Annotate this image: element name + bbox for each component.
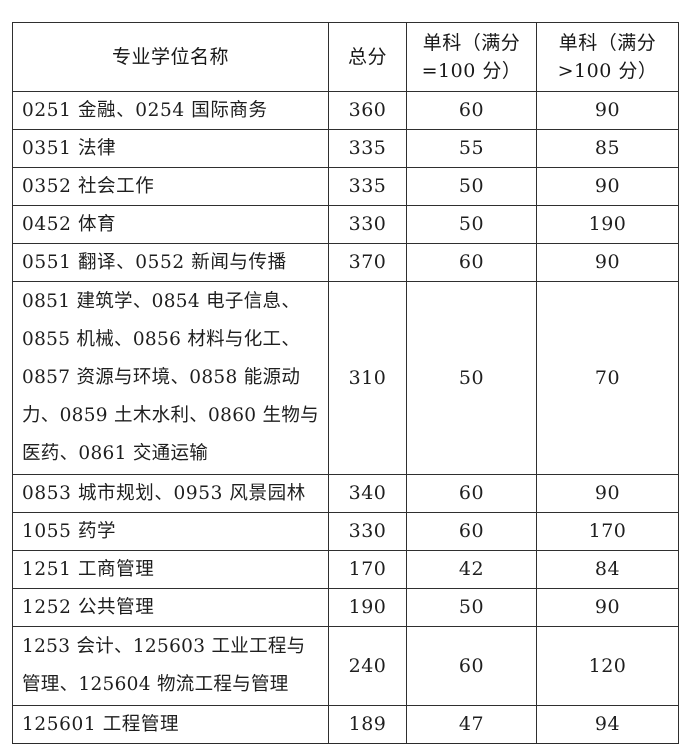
column-header-single-gt100-line2: >100 分） bbox=[557, 60, 658, 82]
cell-single-gt100: 85 bbox=[536, 129, 679, 168]
cell-single-eq100: 55 bbox=[406, 129, 537, 168]
cell-single-eq100: 60 bbox=[406, 243, 537, 282]
column-header-single-gt100: 单科（满分 >100 分） bbox=[536, 22, 679, 92]
cell-single-eq100: 60 bbox=[406, 626, 537, 706]
cell-single-eq100: 42 bbox=[406, 550, 537, 589]
table-row: 125601 工程管理 189 47 94 bbox=[12, 705, 679, 744]
cell-major-name-line: 管理、125604 物流工程与管理 bbox=[22, 674, 289, 695]
cell-single-gt100: 170 bbox=[536, 512, 679, 551]
cell-major-name-line: 1253 会计、125603 工业工程与 bbox=[22, 636, 306, 657]
cell-single-eq100: 47 bbox=[406, 705, 537, 744]
cell-major-name: 0851 建筑学、0854 电子信息、 0855 机械、0856 材料与化工、 08… bbox=[12, 281, 329, 475]
cell-single-gt100: 90 bbox=[536, 167, 679, 206]
cell-single-eq100: 50 bbox=[406, 205, 537, 244]
cell-total-score: 340 bbox=[328, 474, 407, 513]
column-header-single-eq100-line1: 单科（满分 bbox=[422, 32, 521, 54]
cell-total-score: 330 bbox=[328, 512, 407, 551]
cell-single-gt100: 90 bbox=[536, 588, 679, 627]
cell-single-gt100: 120 bbox=[536, 626, 679, 706]
cell-major-name: 1055 药学 bbox=[12, 512, 329, 551]
cell-single-gt100: 94 bbox=[536, 705, 679, 744]
cell-major-name-line: 0855 机械、0856 材料与化工、 bbox=[22, 329, 301, 350]
cell-major-name: 0351 法律 bbox=[12, 129, 329, 168]
column-header-single-eq100-line2: =100 分） bbox=[421, 60, 522, 82]
cell-major-name: 0853 城市规划、0953 风景园林 bbox=[12, 474, 329, 513]
table-row: 1055 药学 330 60 170 bbox=[12, 512, 679, 551]
cell-major-name-line: 力、0859 土木水利、0860 生物与 bbox=[22, 405, 319, 426]
column-header-total-score: 总分 bbox=[328, 22, 407, 92]
table-row: 1252 公共管理 190 50 90 bbox=[12, 588, 679, 627]
cell-single-eq100: 60 bbox=[406, 512, 537, 551]
cell-single-gt100: 90 bbox=[536, 243, 679, 282]
cell-single-eq100: 50 bbox=[406, 588, 537, 627]
table-row: 0551 翻译、0552 新闻与传播 370 60 90 bbox=[12, 243, 679, 282]
cell-single-gt100: 90 bbox=[536, 91, 679, 130]
cell-total-score: 240 bbox=[328, 626, 407, 706]
table-row: 0352 社会工作 335 50 90 bbox=[12, 167, 679, 206]
cell-major-name: 1252 公共管理 bbox=[12, 588, 329, 627]
cell-single-gt100: 90 bbox=[536, 474, 679, 513]
table-header: 专业学位名称 总分 单科（满分 =100 分） 单科（满分 >100 分） bbox=[12, 22, 679, 92]
cell-major-name: 1251 工商管理 bbox=[12, 550, 329, 589]
cell-single-gt100: 190 bbox=[536, 205, 679, 244]
table-row: 0851 建筑学、0854 电子信息、 0855 机械、0856 材料与化工、 08… bbox=[12, 281, 679, 475]
cell-total-score: 310 bbox=[328, 281, 407, 475]
table-row: 0251 金融、0254 国际商务 360 60 90 bbox=[12, 91, 679, 130]
cell-major-name: 0251 金融、0254 国际商务 bbox=[12, 91, 329, 130]
cell-major-name: 125601 工程管理 bbox=[12, 705, 329, 744]
cell-single-gt100: 70 bbox=[536, 281, 679, 475]
cell-single-eq100: 50 bbox=[406, 281, 537, 475]
cell-major-name: 0452 体育 bbox=[12, 205, 329, 244]
cell-single-gt100: 84 bbox=[536, 550, 679, 589]
cell-total-score: 170 bbox=[328, 550, 407, 589]
cell-single-eq100: 50 bbox=[406, 167, 537, 206]
cell-single-eq100: 60 bbox=[406, 474, 537, 513]
cell-total-score: 189 bbox=[328, 705, 407, 744]
cell-total-score: 330 bbox=[328, 205, 407, 244]
column-header-single-gt100-line1: 单科（满分 bbox=[558, 32, 657, 54]
cell-total-score: 190 bbox=[328, 588, 407, 627]
cell-major-name: 0352 社会工作 bbox=[12, 167, 329, 206]
table-row: 0452 体育 330 50 190 bbox=[12, 205, 679, 244]
cell-total-score: 370 bbox=[328, 243, 407, 282]
table-row: 0853 城市规划、0953 风景园林 340 60 90 bbox=[12, 474, 679, 513]
cell-major-name-line: 医药、0861 交通运输 bbox=[22, 443, 209, 464]
table-header-row: 专业学位名称 总分 单科（满分 =100 分） 单科（满分 >100 分） bbox=[12, 22, 679, 92]
cell-single-eq100: 60 bbox=[406, 91, 537, 130]
cell-major-name-line: 0851 建筑学、0854 电子信息、 bbox=[22, 291, 301, 312]
table-row: 0351 法律 335 55 85 bbox=[12, 129, 679, 168]
cell-major-name: 1253 会计、125603 工业工程与 管理、125604 物流工程与管理 bbox=[12, 626, 329, 706]
score-threshold-table: 专业学位名称 总分 单科（满分 =100 分） 单科（满分 >100 分） 02… bbox=[12, 22, 679, 744]
cell-total-score: 360 bbox=[328, 91, 407, 130]
table-row: 1251 工商管理 170 42 84 bbox=[12, 550, 679, 589]
table-row: 1253 会计、125603 工业工程与 管理、125604 物流工程与管理 240… bbox=[12, 626, 679, 706]
table-body: 0251 金融、0254 国际商务 360 60 90 0351 法律 335 55 85 03… bbox=[12, 91, 679, 744]
cell-total-score: 335 bbox=[328, 167, 407, 206]
cell-major-name: 0551 翻译、0552 新闻与传播 bbox=[12, 243, 329, 282]
column-header-major-name: 专业学位名称 bbox=[12, 22, 329, 92]
column-header-single-eq100: 单科（满分 =100 分） bbox=[406, 22, 537, 92]
cell-major-name-line: 0857 资源与环境、0858 能源动 bbox=[22, 367, 301, 388]
cell-total-score: 335 bbox=[328, 129, 407, 168]
